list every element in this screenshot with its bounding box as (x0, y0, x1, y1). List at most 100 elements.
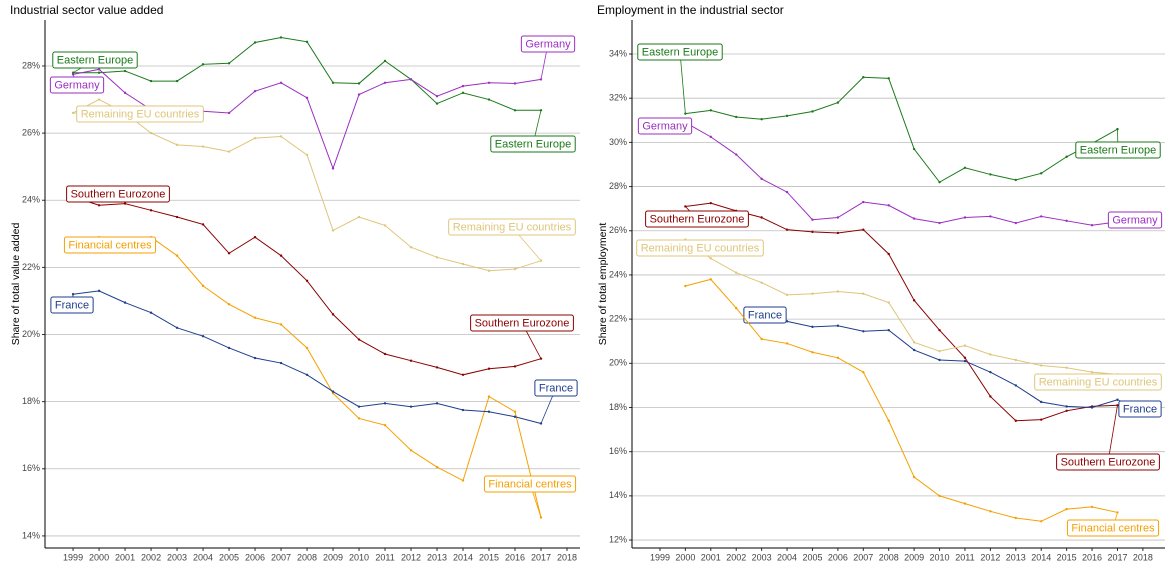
data-point (1014, 419, 1018, 422)
data-point (97, 289, 101, 293)
data-point (97, 98, 101, 101)
data-point (684, 112, 687, 115)
y-tick-label: 18% (609, 402, 627, 412)
label-text: Germany (54, 79, 100, 91)
data-point (253, 356, 257, 360)
data-point (887, 77, 890, 80)
label-box (448, 218, 576, 236)
series-label: Eastern Europe (637, 43, 723, 61)
data-point (1040, 172, 1043, 175)
data-point (279, 254, 283, 257)
data-point (938, 494, 941, 498)
data-point (513, 82, 517, 85)
data-point (409, 359, 413, 362)
series-line (685, 278, 1118, 522)
label-box (637, 117, 693, 135)
data-point (938, 349, 941, 353)
x-tick-label: 2012 (401, 552, 421, 562)
x-tick-label: 1999 (650, 552, 670, 562)
series-label: Germany (49, 76, 105, 94)
y-tick-label: 34% (609, 48, 627, 58)
data-point (1065, 155, 1068, 158)
data-point (989, 173, 992, 176)
data-point (97, 68, 101, 71)
data-point (357, 405, 361, 408)
data-point (513, 365, 517, 368)
data-point (253, 89, 257, 93)
data-point (279, 323, 283, 326)
data-point (760, 216, 763, 219)
data-point (409, 449, 413, 452)
y-tick-label: 28% (22, 60, 40, 70)
data-point (305, 373, 309, 376)
data-point (912, 147, 916, 151)
x-tick-label: 2011 (375, 552, 394, 562)
label-text: Southern Eurozone (1061, 456, 1156, 468)
data-point (811, 110, 814, 113)
data-point (409, 246, 413, 249)
data-point (836, 356, 840, 359)
data-point (279, 361, 283, 365)
series-label: Remaining EU countries (636, 239, 764, 257)
data-point (836, 324, 840, 327)
y-tick-label: 22% (609, 314, 627, 324)
data-point (862, 200, 865, 204)
data-point (383, 423, 387, 427)
label-text: Germany (642, 120, 688, 132)
data-point (862, 330, 865, 333)
data-point (1014, 358, 1018, 362)
x-tick-label: 2011 (955, 552, 974, 562)
label-box (743, 306, 787, 324)
x-tick-label: 2015 (1057, 552, 1077, 562)
data-point (487, 269, 491, 272)
data-point (305, 40, 309, 44)
data-point (123, 91, 127, 95)
series-line (73, 36, 542, 111)
data-point (331, 229, 335, 232)
data-point (963, 216, 967, 219)
data-point (279, 135, 283, 138)
data-point (149, 131, 153, 135)
label-box (637, 43, 723, 61)
data-point (1040, 215, 1043, 218)
data-point (253, 316, 257, 319)
data-point (1065, 409, 1068, 413)
label-text: France (748, 309, 782, 321)
data-point (887, 328, 890, 332)
y-tick-label: 16% (22, 463, 40, 473)
x-tick-label: 2005 (219, 552, 239, 562)
data-point (811, 230, 814, 234)
data-point (149, 209, 153, 212)
x-tick-label: 2009 (323, 552, 343, 562)
data-point (989, 353, 992, 356)
data-point (357, 338, 361, 341)
data-point (785, 293, 789, 297)
data-point (513, 415, 517, 418)
data-point (305, 346, 309, 350)
x-tick-label: 2014 (453, 552, 473, 562)
x-tick-label: 2016 (505, 552, 525, 562)
series-label: Remaining EU countries (76, 105, 204, 123)
data-point (836, 101, 840, 104)
data-point (305, 96, 309, 100)
x-tick-label: 2016 (1082, 552, 1102, 562)
label-text: Eastern Europe (495, 138, 571, 150)
label-box (1056, 453, 1160, 471)
data-point (253, 41, 257, 44)
data-point (175, 254, 179, 257)
label-box (66, 185, 170, 203)
data-point (862, 370, 865, 374)
series-line (685, 76, 1118, 183)
label-box (636, 239, 764, 257)
label-text: France (1123, 403, 1157, 415)
series-label: France (50, 296, 94, 314)
y-tick-label: 24% (22, 195, 40, 205)
y-tick-label: 14% (609, 490, 627, 500)
data-point (227, 111, 231, 115)
data-point (912, 217, 916, 220)
data-point (709, 109, 712, 112)
data-point (887, 419, 890, 422)
data-point (435, 465, 439, 469)
label-text: Remaining EU countries (1039, 376, 1158, 388)
data-point (760, 177, 763, 181)
